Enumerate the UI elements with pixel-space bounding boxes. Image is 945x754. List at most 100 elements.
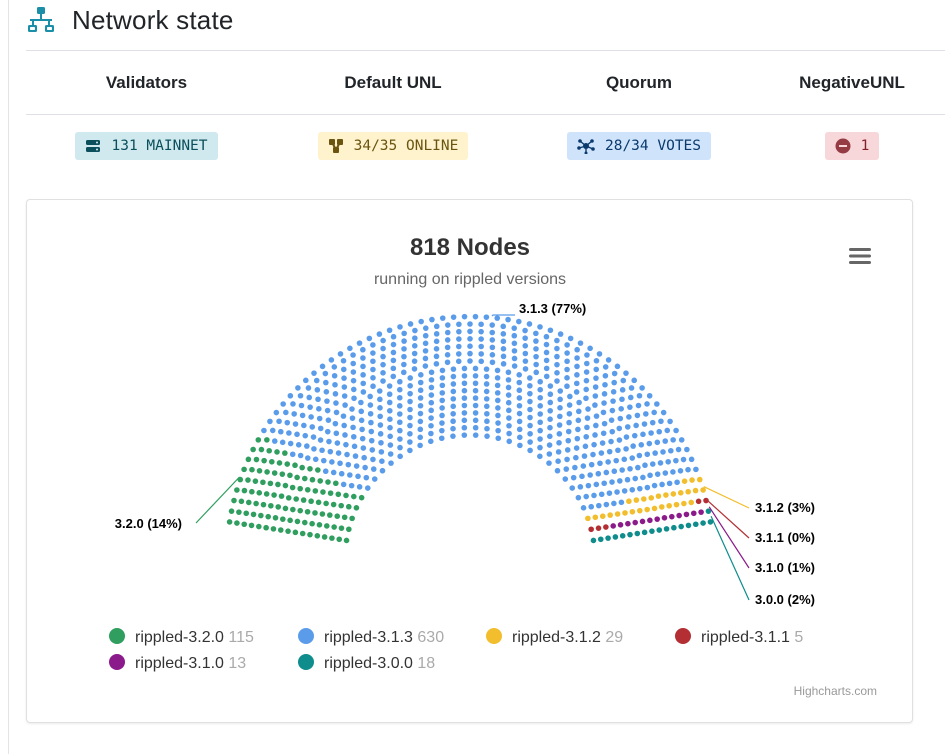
chart-dot xyxy=(611,370,618,377)
legend-item[interactable]: rippled-3.1.0 13 xyxy=(109,654,246,672)
chart-dot xyxy=(588,526,594,533)
chart-dot xyxy=(289,451,296,458)
chart-dot xyxy=(376,388,383,394)
chart-dot xyxy=(461,380,468,387)
chart-dot xyxy=(587,345,593,352)
chart-dot xyxy=(331,364,338,370)
chart-dot xyxy=(428,399,435,406)
chart-dot xyxy=(438,435,445,442)
chart-dot xyxy=(505,392,512,398)
chart-dot xyxy=(407,406,413,413)
chart-dot xyxy=(583,377,590,384)
chart-dot xyxy=(685,522,692,529)
chart-dot xyxy=(565,428,572,435)
chart-dot xyxy=(573,454,579,461)
chart-dot xyxy=(570,474,577,481)
chart-dot xyxy=(317,478,324,484)
chart-dot xyxy=(646,392,653,399)
data-label-connector xyxy=(195,476,240,524)
chart-dot xyxy=(622,510,628,516)
chart-dot xyxy=(605,535,611,541)
chart-dot xyxy=(547,399,554,406)
nodes-icon xyxy=(328,139,343,153)
chart-dot xyxy=(467,350,473,357)
chart-dot xyxy=(358,494,365,501)
chart-dot xyxy=(537,403,544,409)
chart-dot xyxy=(564,456,570,463)
chart-dot xyxy=(300,497,307,503)
chart-dot xyxy=(407,398,413,405)
chart-dot xyxy=(319,511,326,517)
chart-dot xyxy=(234,487,240,493)
chart-dot xyxy=(371,476,378,482)
chart-dot xyxy=(511,332,518,339)
chart-dot xyxy=(455,351,462,357)
chart-dot xyxy=(302,377,309,384)
legend-item[interactable]: rippled-3.1.3 630 xyxy=(298,628,444,646)
chart-dot xyxy=(279,471,286,477)
chart-dot xyxy=(274,449,280,455)
chart-dot xyxy=(467,343,473,349)
chart-dot xyxy=(450,403,457,410)
chart-dot xyxy=(598,491,605,498)
chart-dot xyxy=(557,413,563,420)
quorum-badge: 28/34 VOTES xyxy=(566,132,712,160)
chart-menu-button[interactable] xyxy=(847,244,873,268)
chart-dot xyxy=(380,345,386,352)
chart-dot xyxy=(418,318,424,325)
chart-dot xyxy=(575,426,581,433)
chart-dot xyxy=(584,424,590,431)
chart-dot xyxy=(433,331,440,337)
chart-dot xyxy=(439,315,446,321)
chart-dot xyxy=(537,453,543,460)
chart-dot xyxy=(387,442,394,448)
chart-dot xyxy=(584,415,591,421)
chart-dot xyxy=(494,315,501,321)
chart-dot xyxy=(301,475,308,482)
chart-dot xyxy=(615,447,621,454)
chart-dot xyxy=(309,424,316,430)
legend-item[interactable]: rippled-3.0.0 18 xyxy=(298,654,435,672)
chart-dot xyxy=(308,414,314,420)
chart-dot xyxy=(287,517,293,524)
chart-dot xyxy=(338,502,345,509)
chart-dot xyxy=(286,430,292,436)
legend-item[interactable]: rippled-3.2.0 115 xyxy=(109,628,254,646)
chart-dot xyxy=(500,361,507,367)
chart-dot xyxy=(575,494,582,501)
chart-dot xyxy=(265,513,271,520)
chart-dot xyxy=(344,451,350,458)
chart-dot xyxy=(356,484,363,490)
chart-dot xyxy=(547,416,553,422)
chart-dot xyxy=(537,378,543,385)
chart-dot xyxy=(659,481,665,488)
chart-dot xyxy=(472,365,479,372)
chart-dot xyxy=(444,352,451,358)
chart-dot xyxy=(588,461,595,468)
chart-dot xyxy=(317,425,324,432)
chart-dot xyxy=(658,418,664,425)
chart-dot xyxy=(358,399,364,406)
chart-dot xyxy=(658,504,665,510)
chart-dot xyxy=(334,513,341,519)
legend-item[interactable]: rippled-3.1.2 29 xyxy=(486,628,623,646)
chart-dot xyxy=(700,487,706,493)
chart-dot xyxy=(439,412,445,419)
validators-badge: 131 MAINNET xyxy=(75,132,218,160)
chart-dot xyxy=(280,516,286,522)
legend-item[interactable]: rippled-3.1.1 5 xyxy=(675,628,803,646)
chart-dot xyxy=(341,384,348,390)
negative-unl-value: 1 xyxy=(860,138,870,154)
data-label: 3.1.0 (1%) xyxy=(755,560,815,575)
chart-dot xyxy=(343,492,349,499)
chart-dot xyxy=(625,520,631,527)
column-header-validators: Validators xyxy=(105,72,188,92)
chart-dot xyxy=(511,363,518,369)
chart-dot xyxy=(278,493,285,499)
legend-marker xyxy=(486,628,502,644)
chart-dot xyxy=(511,355,518,362)
chart-dot xyxy=(287,440,294,447)
chart-dot xyxy=(533,330,539,337)
chart-dot xyxy=(500,331,507,337)
chart-dot xyxy=(623,370,629,376)
